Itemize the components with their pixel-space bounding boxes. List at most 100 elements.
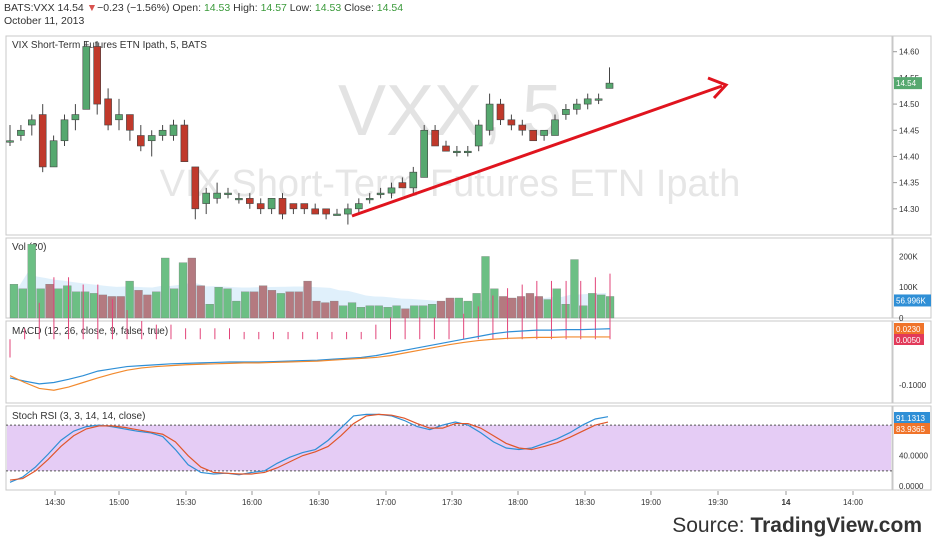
candle-body	[267, 198, 276, 210]
axis-frame-price	[892, 35, 932, 236]
candle-body	[93, 46, 101, 105]
volume-bar	[445, 297, 455, 319]
volume-bar	[570, 259, 579, 319]
volume-bar	[472, 293, 481, 319]
volume-bar	[205, 304, 214, 319]
candle-body	[376, 192, 385, 195]
candle-body	[38, 114, 47, 168]
volume-bar	[81, 291, 90, 319]
volume-bar	[285, 291, 294, 319]
volume-bar	[534, 296, 543, 319]
price-change: −0.23 (−1.56%)	[97, 2, 170, 14]
high-label: High:	[233, 2, 258, 14]
low-label: Low:	[289, 2, 312, 14]
volume-bar	[98, 294, 108, 319]
volume-bar	[525, 293, 535, 319]
volume-bar	[178, 262, 188, 319]
time-tick-label: 19:30	[708, 498, 729, 507]
time-tick-label: 15:00	[109, 498, 130, 507]
volume-bar	[241, 291, 250, 319]
volume-bar	[107, 296, 116, 319]
price-tick-label: 14.35	[899, 179, 920, 188]
candle-body	[256, 203, 265, 210]
candle-body	[104, 98, 112, 126]
time-tick-label: 16:30	[309, 498, 330, 507]
price-tick-label: 14.30	[899, 205, 920, 214]
chart-date: October 11, 2013	[4, 15, 85, 27]
volume-last-tag	[894, 294, 931, 307]
volume-bar	[374, 305, 383, 319]
volume-bar	[187, 257, 196, 319]
candle-body	[398, 182, 407, 189]
stoch-last-label: 83.9365	[896, 425, 925, 434]
volume-bar	[330, 300, 339, 319]
symbol: BATS:VXX	[4, 2, 55, 14]
time-tick-label: 17:30	[442, 498, 463, 507]
candle-body	[49, 140, 58, 168]
volume-bar	[9, 284, 19, 319]
time-tick-label: 18:00	[508, 498, 529, 507]
volume-bar	[365, 305, 374, 319]
volume-bar	[134, 290, 143, 319]
price-tick-label: 14.40	[899, 152, 920, 161]
volume-bar	[143, 294, 152, 319]
volume-bar	[152, 291, 161, 319]
low-value: 14.53	[314, 2, 342, 14]
candle-body	[300, 203, 309, 210]
volume-bar	[383, 307, 392, 319]
volume-bar	[499, 296, 508, 319]
candle-body	[387, 187, 396, 194]
volume-bar	[63, 285, 72, 319]
volume-bar	[196, 285, 205, 319]
candle-body	[246, 198, 254, 204]
candle-body	[213, 192, 221, 199]
change-arrow-icon: ▼	[86, 2, 98, 14]
last-price-tag	[894, 77, 922, 90]
volume-bar	[45, 284, 54, 319]
volume-bar	[169, 288, 179, 319]
candle-body	[147, 135, 156, 142]
candle-body	[27, 119, 36, 126]
macd-last-tag	[894, 323, 924, 334]
price-tick-label: 14.50	[899, 100, 920, 109]
candle-body	[551, 119, 559, 136]
candle-body	[60, 119, 69, 142]
symbol-header: BATS:VXX 14.54 ▼−0.23 (−1.56%) Open: 14.…	[4, 2, 403, 15]
volume-bar	[267, 290, 277, 319]
candle-body	[442, 145, 450, 152]
price-tick-label: 14.45	[899, 126, 920, 135]
candle-body	[333, 213, 341, 216]
candle-body	[529, 129, 538, 142]
candle-body	[278, 198, 287, 215]
volume-bar	[161, 257, 170, 319]
candle-body	[594, 98, 603, 101]
stoch-tick-label: 40.0000	[899, 452, 928, 461]
candle-body	[322, 208, 330, 215]
time-tick-label: 17:00	[376, 498, 397, 507]
candle-body	[605, 82, 614, 89]
volume-bar	[552, 288, 561, 319]
macd-line	[9, 328, 611, 385]
candle-body	[158, 129, 167, 136]
volume-tick-label: 0	[899, 314, 904, 323]
candle-body	[474, 124, 483, 147]
volume-bar	[214, 287, 223, 319]
stoch-tick-label: 0.0000	[899, 482, 924, 491]
volume-bar	[303, 280, 312, 319]
candle-body	[354, 203, 363, 210]
volume-bar	[428, 304, 437, 319]
candle-body	[169, 124, 178, 136]
candle-body	[115, 114, 123, 121]
candle-body	[17, 129, 25, 136]
volume-bar	[481, 256, 490, 319]
volume-bar	[516, 296, 526, 319]
candle-body	[202, 192, 210, 204]
volume-bar	[561, 304, 570, 319]
volume-bar	[72, 291, 81, 319]
close-label: Close:	[344, 2, 374, 14]
candle-body	[191, 166, 200, 210]
volume-bar	[508, 297, 517, 319]
volume-bar	[597, 294, 606, 319]
macd-tick-label: -0.1000	[899, 381, 927, 390]
